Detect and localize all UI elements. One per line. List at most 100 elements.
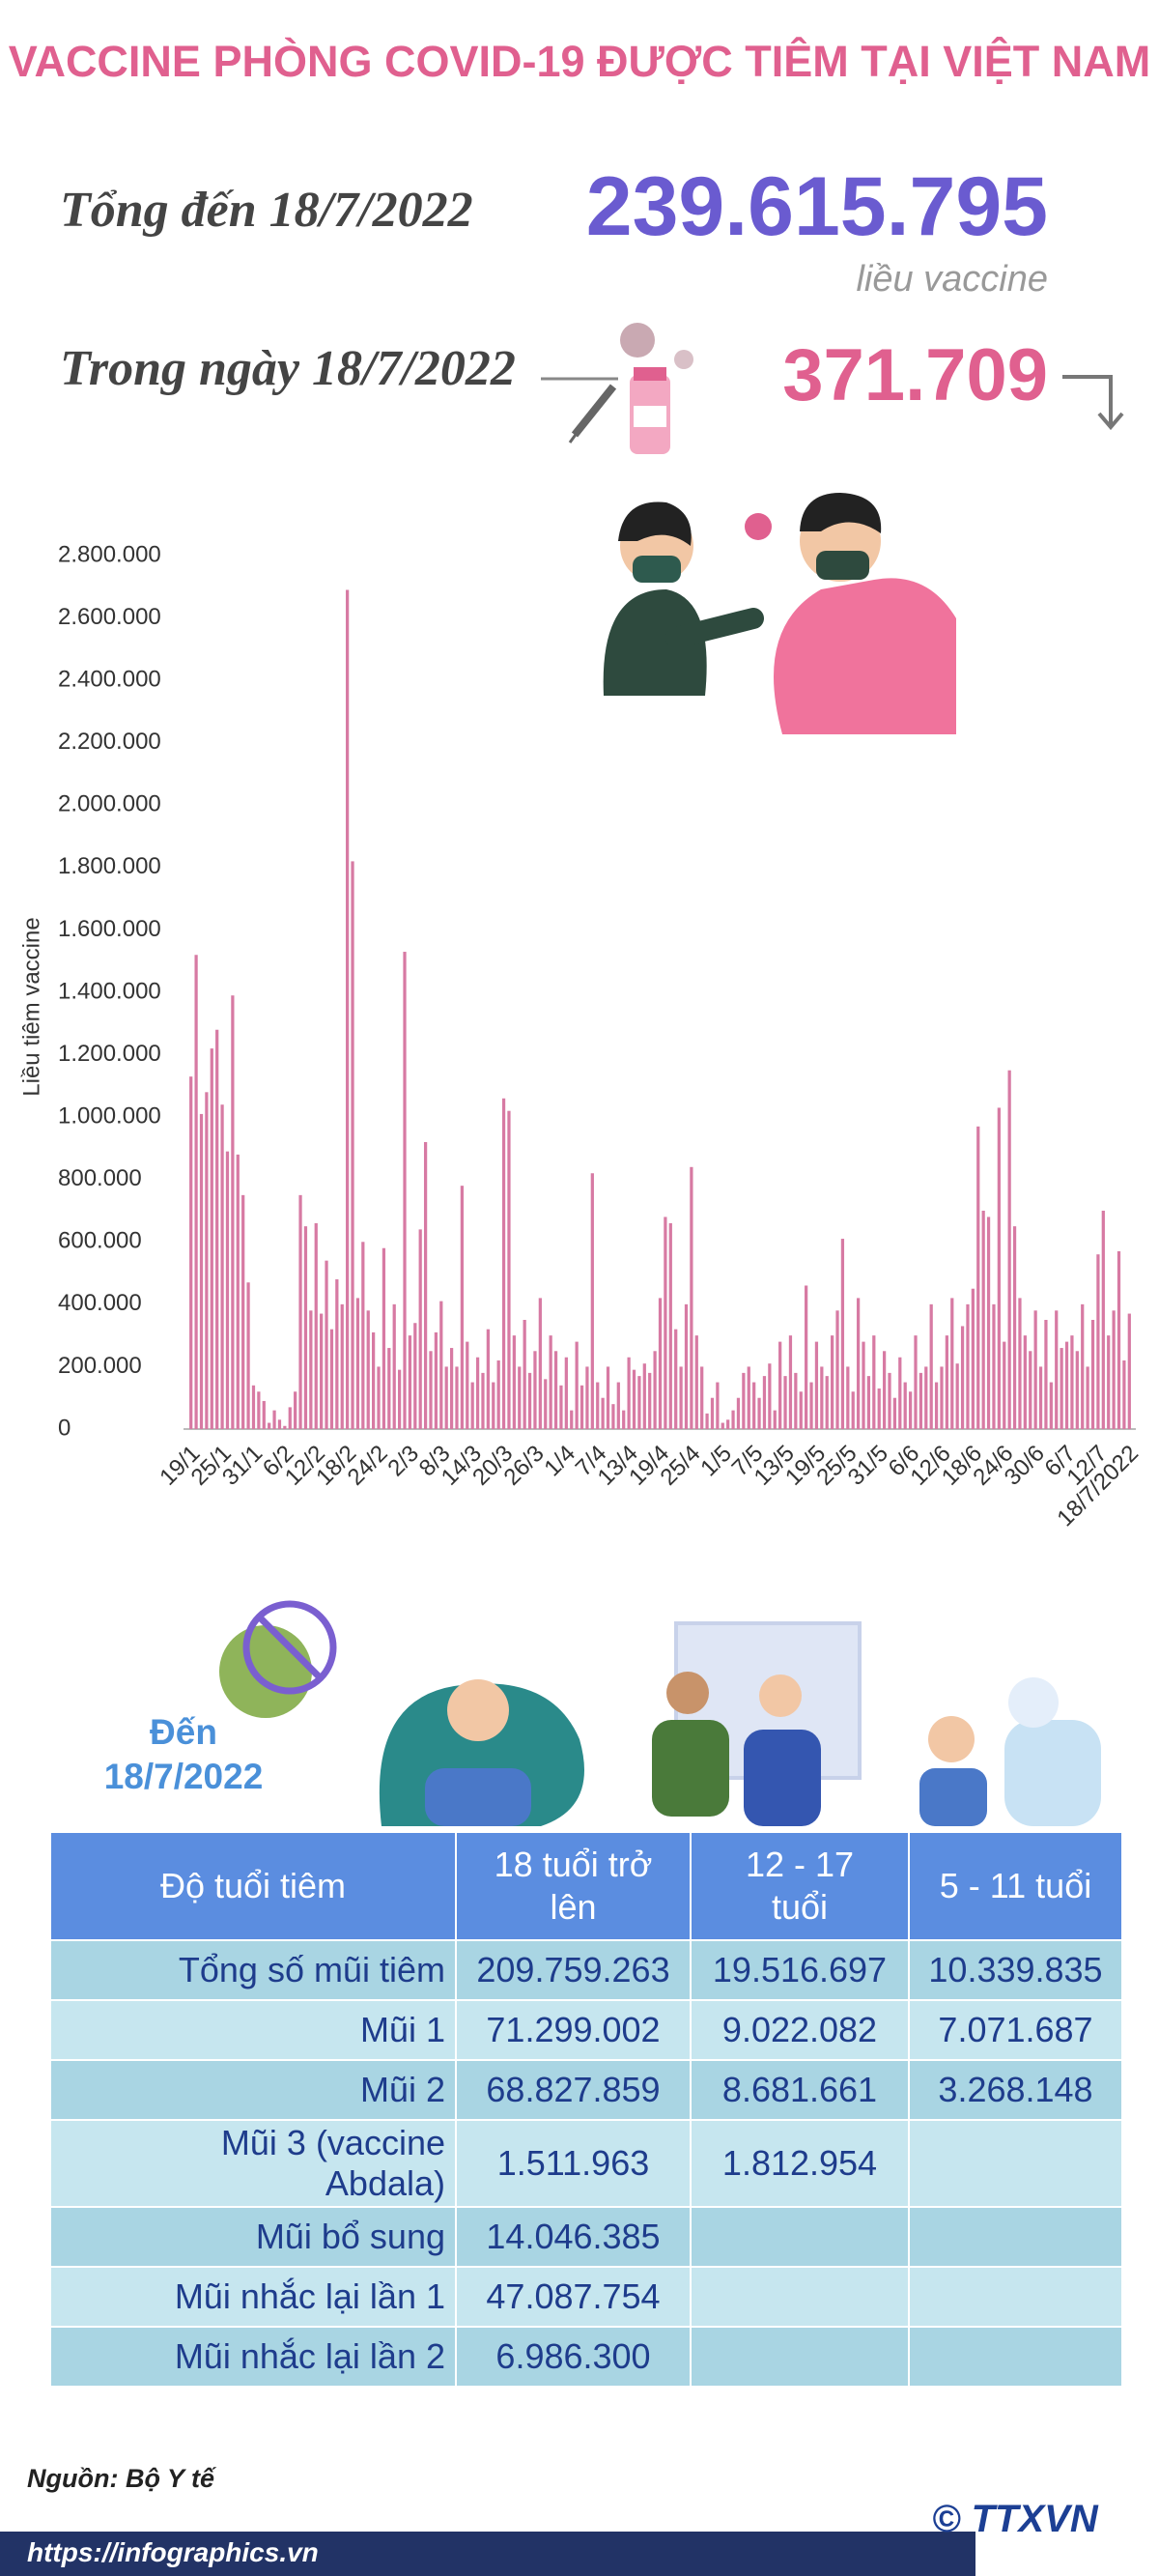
value-cell: 68.827.859 [455, 2059, 692, 2121]
bar [851, 1391, 855, 1429]
bar [294, 1391, 297, 1429]
bar [1018, 1298, 1022, 1429]
bar [768, 1363, 772, 1429]
bar [283, 1425, 287, 1429]
bar [1112, 1310, 1116, 1429]
bar [1038, 1366, 1043, 1429]
bar [616, 1382, 620, 1429]
bar [486, 1329, 490, 1429]
bar [762, 1376, 767, 1429]
bar [268, 1422, 271, 1429]
bar [277, 1419, 282, 1429]
page-title: VACCINE PHÒNG COVID-19 ĐƯỢC TIÊM TẠI VIỆ… [8, 37, 1151, 86]
bar [575, 1341, 579, 1429]
y-tick-label: 2.800.000 [58, 541, 161, 567]
bar [538, 1298, 542, 1429]
y-tick-label: 1.400.000 [58, 978, 161, 1004]
value-cell: 6.986.300 [455, 2326, 692, 2388]
y-tick-label: 1.800.000 [58, 853, 161, 879]
bar [872, 1335, 876, 1429]
bar [757, 1397, 761, 1429]
source: Nguồn: Bộ Y tế [27, 2464, 214, 2493]
bar [1012, 1226, 1017, 1429]
logo: © TTXVN [932, 2498, 1098, 2540]
bar [1090, 1320, 1095, 1429]
bar [585, 1366, 589, 1429]
bar [205, 1092, 209, 1429]
bar [835, 1310, 839, 1429]
bar [716, 1382, 720, 1429]
bar [690, 1166, 693, 1429]
day-label: Trong ngày 18/7/2022 [60, 341, 516, 396]
bar [1064, 1341, 1069, 1429]
row-label: Mũi nhắc lại lần 1 [174, 2276, 445, 2316]
bar [966, 1303, 970, 1429]
bar [888, 1372, 891, 1429]
bar [439, 1301, 443, 1429]
bar [611, 1404, 615, 1429]
row-label: Mũi 1 [359, 2010, 445, 2049]
bar [470, 1382, 474, 1429]
bar [596, 1382, 600, 1429]
bar [705, 1413, 709, 1429]
bar [466, 1341, 469, 1429]
bar [653, 1351, 657, 1429]
total-unit: liều vaccine [856, 259, 1048, 300]
table-row: Mũi 1 71.299.002 9.022.082 7.071.687 [49, 1999, 1123, 2061]
value-cell: 209.759.263 [455, 1939, 692, 2001]
bar [679, 1366, 683, 1429]
bar [1086, 1366, 1089, 1429]
y-tick-label: 2.400.000 [58, 666, 161, 692]
bar [805, 1285, 808, 1429]
total-value: 239.615.795 [585, 160, 1048, 253]
y-tick-label: 2.600.000 [58, 604, 161, 630]
bar [501, 1098, 506, 1429]
bar [914, 1335, 918, 1429]
y-axis-label: Liều tiêm vaccine [18, 917, 44, 1096]
bar [236, 1154, 240, 1429]
bar [553, 1351, 558, 1429]
bar [220, 1104, 224, 1429]
bar [507, 1110, 511, 1429]
bar [564, 1357, 568, 1429]
bar [246, 1282, 250, 1429]
bar [632, 1369, 636, 1429]
bar [773, 1410, 777, 1429]
empty-cell [908, 2266, 1123, 2328]
bar [731, 1410, 735, 1429]
bar [825, 1376, 829, 1429]
total-label: Tổng đến 18/7/2022 [60, 183, 473, 238]
bar [559, 1385, 563, 1429]
bar [1081, 1303, 1085, 1429]
bar [1049, 1382, 1053, 1429]
bar [523, 1320, 526, 1429]
bar [382, 1247, 386, 1429]
bar [549, 1335, 552, 1429]
people-illustration [219, 1600, 1101, 1826]
bar [742, 1372, 746, 1429]
bar [460, 1186, 465, 1429]
bar [664, 1216, 667, 1429]
vaccine-icon [541, 323, 1124, 454]
row-label: Mũi 3 (vaccine Abdala) [220, 2123, 445, 2203]
row-label-cell: Mũi nhắc lại lần 2 [49, 2326, 457, 2388]
url: https://infographics.vn [27, 2537, 319, 2567]
bar [496, 1360, 500, 1429]
bar [189, 1076, 193, 1429]
row-label-cell: Mũi 1 [49, 1999, 457, 2061]
bar [241, 1194, 245, 1429]
bar [831, 1335, 834, 1429]
bar [434, 1331, 438, 1429]
bar [475, 1357, 480, 1429]
bar [981, 1211, 985, 1429]
bar [481, 1372, 485, 1429]
bar [601, 1397, 605, 1429]
bar [903, 1382, 907, 1429]
bar [194, 955, 198, 1429]
bar [658, 1298, 663, 1429]
empty-cell [908, 2119, 1123, 2208]
bar [423, 1141, 428, 1429]
bar [351, 861, 354, 1429]
bar [882, 1351, 887, 1429]
header-cell: 5 - 11 tuổi [908, 1831, 1123, 1941]
